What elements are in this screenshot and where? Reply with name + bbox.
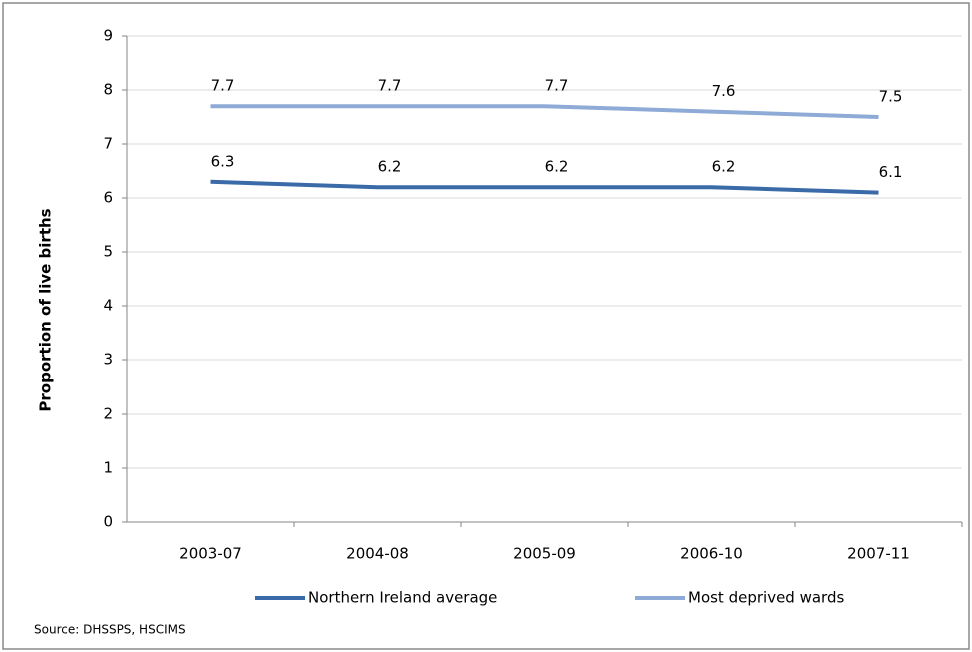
series-line (210, 104, 879, 119)
data-label: 7.7 (378, 77, 402, 95)
y-axis-title: Proportion of live births (37, 208, 55, 411)
y-tick-label: 9 (103, 27, 113, 45)
data-label: 6.2 (378, 158, 402, 176)
y-tick-label: 5 (103, 243, 113, 261)
x-tick-label: 2005-09 (513, 545, 576, 563)
data-label: 7.5 (879, 88, 903, 106)
y-tick-label: 6 (103, 189, 113, 207)
y-tick-label: 4 (103, 297, 113, 315)
y-tick-label: 2 (103, 405, 113, 423)
y-tick-label: 1 (103, 459, 113, 477)
y-tick-label: 7 (103, 135, 113, 153)
x-tick-label: 2003-07 (179, 545, 242, 563)
legend-label: Northern Ireland average (308, 589, 497, 607)
y-tick-label: 3 (103, 351, 113, 369)
data-label: 6.2 (712, 158, 736, 176)
legend-label: Most deprived wards (688, 589, 844, 607)
data-label: 7.7 (211, 77, 235, 95)
x-tick-label: 2004-08 (346, 545, 409, 563)
data-label: 6.2 (545, 158, 569, 176)
x-tick-label: 2006-10 (680, 545, 743, 563)
y-tick-label: 0 (103, 513, 113, 531)
data-label: 7.7 (545, 77, 569, 95)
source-note: Source: DHSSPS, HSCIMS (34, 623, 186, 637)
data-label: 6.3 (211, 152, 235, 170)
x-tick-label: 2007-11 (847, 545, 910, 563)
data-label: 6.1 (879, 163, 903, 181)
data-label: 7.6 (712, 82, 736, 100)
y-tick-label: 8 (103, 81, 113, 99)
series-line (210, 179, 879, 195)
